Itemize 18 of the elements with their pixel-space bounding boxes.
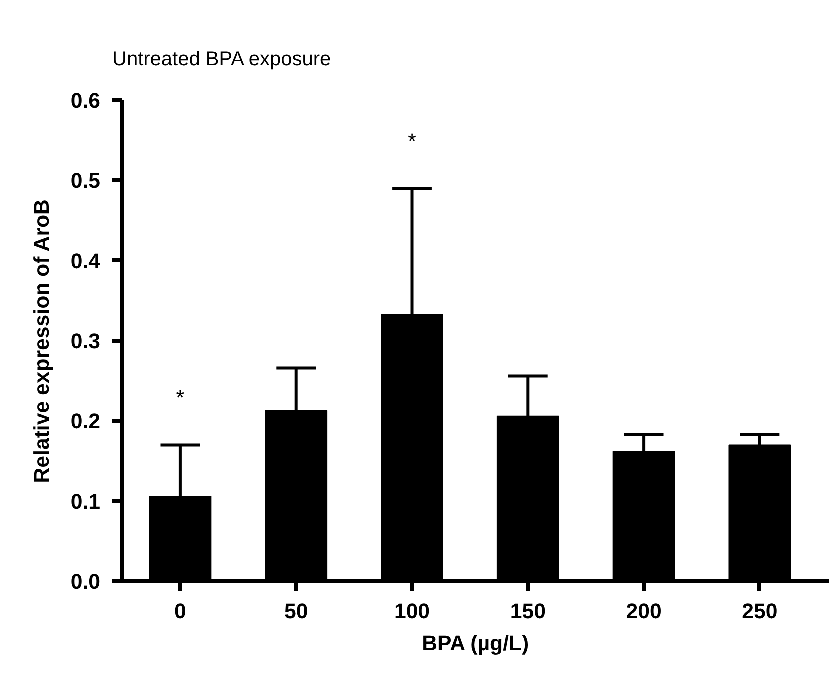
y-tick-label: 0.4 — [70, 249, 101, 274]
y-axis-title: Relative expression of AroB — [30, 200, 54, 484]
y-tick-label: 0.1 — [70, 490, 101, 514]
x-axis-title: BPA (µg/L) — [422, 632, 530, 656]
x-tick-label: 150 — [510, 600, 546, 624]
x-tick-label: 250 — [742, 600, 778, 624]
x-tick-label: 50 — [284, 600, 308, 624]
y-tick-label: 0.2 — [70, 410, 101, 434]
x-tick-label: 200 — [626, 600, 662, 624]
y-tick-label: 0.6 — [70, 89, 101, 113]
y-tick-label: 0.5 — [70, 169, 101, 194]
x-tick-label: 100 — [394, 600, 430, 624]
annotation: * — [408, 130, 416, 154]
y-tick-label: 0.3 — [70, 330, 101, 354]
annotation: * — [176, 386, 185, 410]
x-tick-label: 0 — [174, 600, 186, 624]
y-tick-label: 0.0 — [70, 570, 101, 594]
chart-title: Untreated BPA exposure — [112, 48, 332, 70]
